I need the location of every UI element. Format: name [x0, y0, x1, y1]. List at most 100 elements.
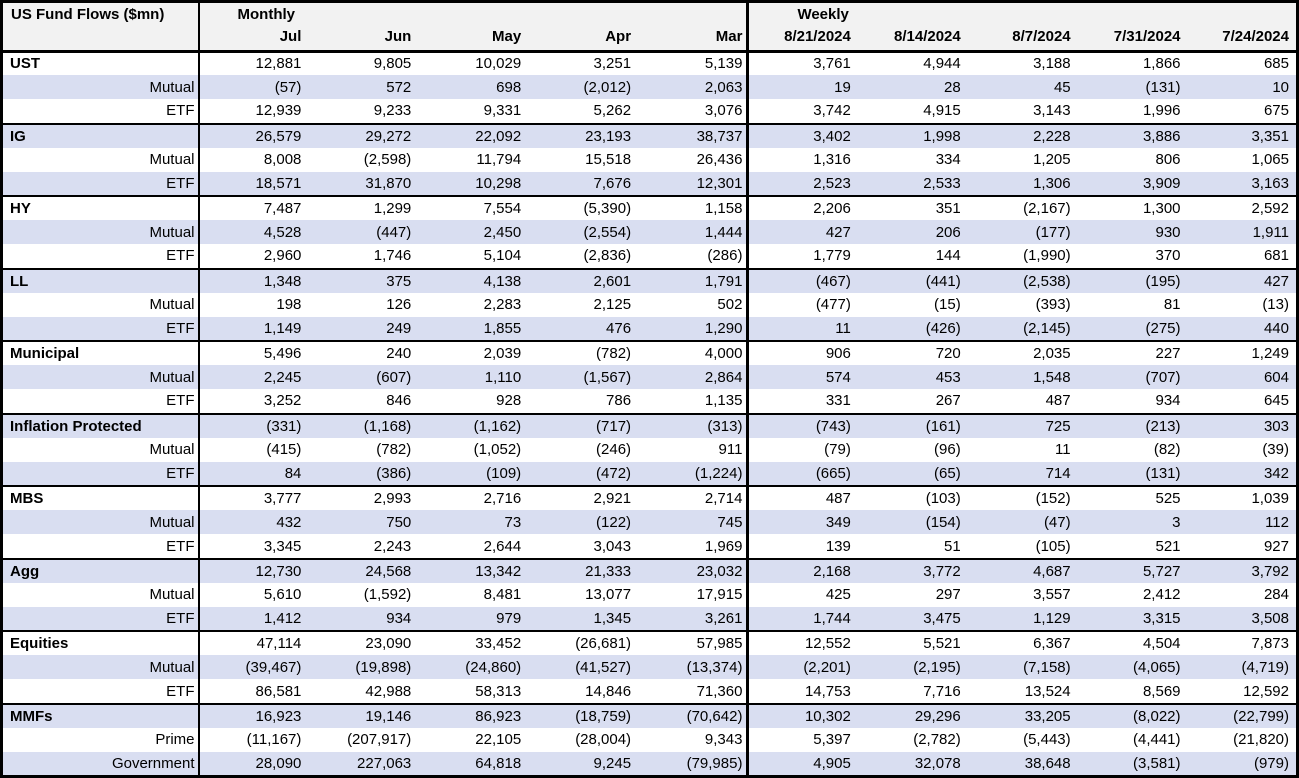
table-row-mbs-18: MBS 3,777 2,993 2,716 2,921 2,714 487 (103) (152… [1, 485, 1298, 511]
value-cell: 1,744 [813, 610, 851, 628]
value-cell: 5,496 [198, 340, 309, 366]
value-cell: 2,063 [638, 75, 750, 100]
value-cell: 574 [825, 368, 851, 386]
value-cell: 1,129 [1033, 610, 1071, 628]
value-cell: 84 [284, 465, 302, 482]
value-cell: 198 [276, 296, 302, 314]
value-cell: 9,245 [593, 754, 632, 772]
value-cell: (441) [857, 267, 968, 293]
weekly-section-header: Weekly [747, 1, 1298, 23]
value-cell: 2,533 [923, 174, 961, 192]
section-header-row: US Fund Flows ($mn) Monthly Weekly [1, 1, 1298, 53]
value-cell: 453 [935, 368, 961, 386]
value-cell: (782) [528, 340, 639, 366]
value-cell: (665) [815, 465, 851, 482]
value-cell: (41,527) [575, 658, 632, 676]
value-cell: 14,753 [804, 682, 851, 700]
value-cell: 42,988 [365, 682, 412, 700]
value-cell: 1,996 [1142, 102, 1181, 120]
value-cell: (13) [1262, 296, 1289, 314]
value-cell: (743) [747, 412, 858, 438]
row-label: Mutual [1, 582, 200, 607]
value-cell: 934 [386, 610, 412, 628]
value-cell: 19 [834, 78, 851, 96]
value-cell: (707) [1145, 368, 1181, 386]
table-row-mmfs-27: MMFs 16,923 19,146 86,923 (18,759) (70,642) 10… [1, 702, 1298, 728]
value-cell: 2,714 [638, 485, 750, 511]
value-cell: 675 [1263, 102, 1289, 120]
value-cell: 18,571 [255, 174, 302, 192]
value-cell: (717) [528, 412, 639, 438]
value-cell: 12,552 [747, 630, 858, 656]
value-cell: 331 [825, 392, 851, 410]
value-cell: (7,158) [1023, 658, 1071, 676]
value-cell: 3,475 [923, 610, 961, 628]
value-cell: 23,032 [638, 557, 750, 583]
value-cell: 33,205 [967, 702, 1078, 728]
value-cell: 911 [638, 437, 750, 462]
value-cell: 3,886 [1077, 122, 1188, 148]
value-cell: 7,676 [593, 174, 632, 192]
value-cell: 3,251 [593, 55, 632, 73]
value-cell: (79,985) [638, 751, 750, 777]
value-cell: 38,737 [638, 122, 750, 148]
column-header-jul: Jul [198, 23, 309, 53]
value-cell: 928 [496, 392, 522, 410]
row-label: Mutual [1, 220, 200, 245]
value-cell: (4,719) [1241, 658, 1289, 676]
value-cell: (154) [925, 513, 961, 531]
row-label: ETF [1, 171, 200, 197]
value-cell: 47,114 [198, 630, 309, 656]
value-cell: (275) [1145, 319, 1181, 337]
value-cell: 7,487 [198, 195, 309, 221]
value-cell: 51 [944, 537, 961, 555]
value-cell: 7,554 [418, 195, 529, 221]
value-cell: (2,554) [583, 223, 632, 241]
table-row-mutual-7: Mutual 4,528 (447) 2,450 (2,554) 1,444 427 206 (… [1, 220, 1298, 245]
row-label: ETF [1, 606, 200, 632]
value-cell: 334 [935, 151, 961, 169]
value-cell: (313) [638, 412, 750, 438]
table-row-equities-24: Equities 47,114 23,090 33,452 (26,681) 57,985… [1, 630, 1298, 656]
table-row-inflation-protected-15: Inflation Protected (331) (1,168) (1,162) (7… [1, 412, 1298, 438]
table-row-etf-5: ETF 18,571 31,870 10,298 7,676 12,301 2,523 2,5… [1, 171, 1298, 197]
value-cell: 2,228 [967, 122, 1078, 148]
value-cell: (122) [596, 513, 632, 531]
table-row-etf-20: ETF 3,345 2,243 2,644 3,043 1,969 139 51 (105) 52… [1, 534, 1298, 559]
value-cell: 2,450 [483, 223, 522, 241]
value-cell: 13,524 [1024, 682, 1071, 700]
value-cell: 2,283 [483, 296, 522, 314]
value-cell: (2,836) [583, 247, 632, 265]
value-cell: 645 [1263, 392, 1289, 410]
value-cell: 28 [944, 78, 961, 96]
value-cell: (3,581) [1132, 754, 1181, 772]
value-cell: 806 [1155, 151, 1181, 169]
value-cell: 12,881 [255, 55, 302, 73]
value-cell: 57,985 [638, 630, 750, 656]
value-cell: 5,397 [813, 731, 851, 749]
value-cell: 11 [1055, 441, 1071, 459]
value-cell: 19,146 [308, 702, 419, 728]
value-cell: (24,860) [465, 658, 522, 676]
value-cell: 58,313 [475, 682, 522, 700]
value-cell: 2,716 [418, 485, 529, 511]
table-row-ll-9: LL 1,348 375 4,138 2,601 1,791 (467) (441) (2,53… [1, 267, 1298, 293]
value-cell: (286) [638, 244, 750, 269]
value-cell: (4,065) [1132, 658, 1181, 676]
value-cell: 5,727 [1077, 557, 1188, 583]
table-row-ust-0: UST 12,881 9,805 10,029 3,251 5,139 3,761 4,944… [1, 51, 1298, 76]
value-cell: (2,782) [913, 731, 961, 749]
value-cell: 487 [747, 485, 858, 511]
row-label: ETF [1, 389, 200, 414]
value-cell: (2,145) [1023, 319, 1071, 337]
value-cell: 1,316 [813, 151, 851, 169]
value-cell: 297 [935, 586, 961, 604]
value-cell: 5,610 [263, 586, 302, 604]
row-label: Prime [1, 727, 200, 752]
value-cell: 2,592 [1187, 195, 1298, 221]
value-cell: (39,467) [245, 658, 302, 676]
value-cell: 26,579 [198, 122, 309, 148]
value-cell: 342 [1263, 465, 1289, 482]
value-cell: (47) [1043, 513, 1071, 531]
value-cell: 1,866 [1142, 55, 1181, 73]
